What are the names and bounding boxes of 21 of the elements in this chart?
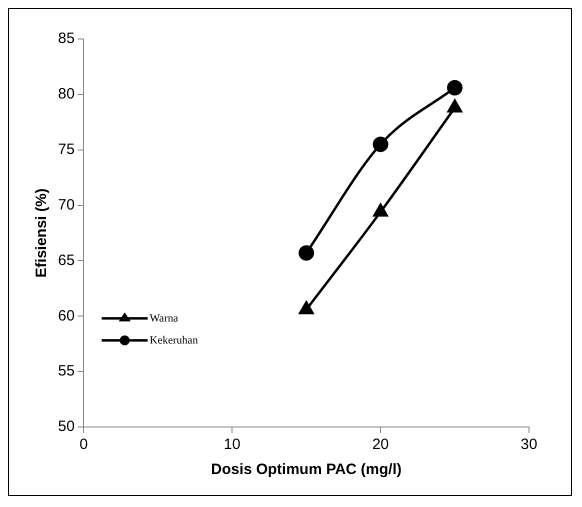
y-tick-label: 80 — [58, 86, 75, 103]
y-tick-label: 65 — [58, 252, 75, 269]
y-axis-title: Efisiensi (%) — [33, 188, 50, 278]
x-tick-label: 0 — [80, 436, 88, 454]
x-tick-label: 30 — [520, 436, 538, 454]
legend-label: Kekeruhan — [150, 334, 198, 346]
point — [372, 136, 388, 152]
x-tick-label: 10 — [224, 436, 240, 454]
y-tick-label: 70 — [58, 196, 75, 214]
point — [447, 80, 463, 96]
y-tick-label: 60 — [58, 307, 75, 324]
y-tick-label: 50 — [58, 418, 75, 436]
y-tick-label: 75 — [58, 141, 75, 158]
point — [373, 204, 388, 217]
y-tick-label: 55 — [58, 362, 75, 380]
x-axis-title: Dosis Optimum PAC (mg/l) — [211, 461, 402, 478]
y-tick-label: 85 — [58, 30, 75, 48]
x-tick-label: 20 — [372, 436, 389, 454]
point — [298, 245, 314, 261]
point — [299, 301, 314, 314]
legend-label: Warna — [150, 312, 178, 324]
